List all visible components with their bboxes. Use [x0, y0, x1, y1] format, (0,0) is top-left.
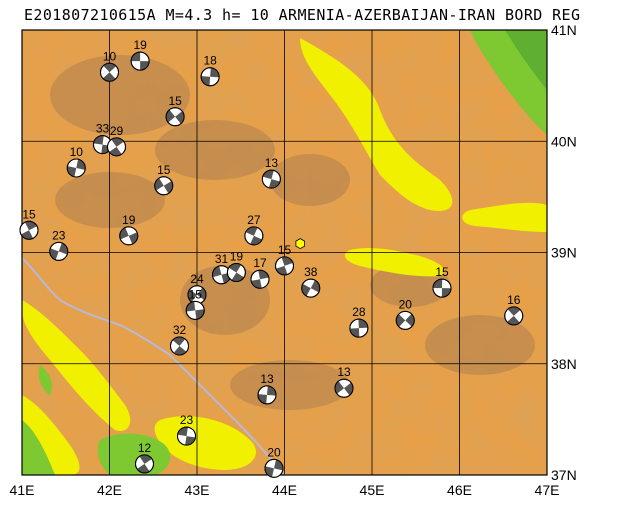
focal-mechanism-beachball[interactable]: 13 [334, 365, 354, 398]
focal-mechanism-beachball[interactable]: 15 [165, 94, 185, 127]
map-frame [21, 29, 548, 476]
event-depth-label: 31 [215, 252, 229, 266]
latitude-label: 40N [551, 133, 577, 149]
event-depth-label: 15 [157, 163, 171, 177]
focal-mechanism-beachball[interactable]: 20 [395, 297, 415, 330]
focal-mechanism-beachball[interactable]: 15 [432, 265, 452, 298]
event-depth-label: 15 [278, 243, 292, 257]
focal-mechanism-beachball[interactable]: 32 [170, 323, 189, 356]
longitude-label: 45E [360, 482, 385, 498]
event-title: E201807210615A M=4.3 h= 10 ARMENIA-AZERB… [24, 6, 581, 24]
focal-mechanism-beachball[interactable]: 24 [187, 272, 207, 305]
event-depth-label: 20 [399, 297, 413, 311]
event-depth-label: 18 [203, 54, 217, 68]
latitude-label: 38N [551, 356, 577, 372]
event-depth-label: 13 [260, 372, 274, 386]
focal-mechanism-beachball[interactable]: 16 [504, 293, 524, 326]
event-depth-label: 32 [173, 323, 187, 337]
event-depth-label: 24 [190, 272, 204, 286]
event-depth-label: 16 [507, 293, 521, 307]
latitude-label: 41N [551, 22, 577, 38]
event-depth-label: 13 [337, 365, 351, 379]
longitude-label: 44E [272, 482, 297, 498]
focal-mechanism-beachball[interactable]: 15 [185, 287, 205, 320]
event-depth-label: 19 [122, 213, 136, 227]
focal-mechanism-beachball[interactable]: 23 [49, 228, 69, 261]
event-depth-label: 29 [110, 124, 124, 138]
focal-mechanism-beachball[interactable]: 19 [226, 250, 246, 283]
event-depth-label: 23 [52, 228, 66, 242]
latitude-label: 37N [551, 467, 577, 483]
focal-mechanism-beachball[interactable]: 10 [66, 145, 86, 178]
focal-mechanism-beachball[interactable]: 28 [349, 305, 369, 338]
event-depth-label: 15 [22, 207, 36, 221]
latitude-label: 39N [551, 245, 577, 261]
lat-lon-grid [22, 30, 547, 475]
focal-mechanism-beachball[interactable]: 20 [264, 445, 284, 478]
lowland-green [22, 30, 547, 475]
longitude-label: 41E [10, 482, 35, 498]
event-depth-label: 12 [138, 441, 152, 455]
focal-mechanism-beachball[interactable]: 17 [250, 256, 270, 289]
event-depth-label: 15 [435, 265, 449, 279]
lowland-yellow [22, 38, 547, 475]
focal-mechanism-beachball[interactable]: 38 [301, 265, 321, 298]
event-depth-label: 17 [253, 256, 267, 270]
focal-mechanism-beachball[interactable]: 13 [257, 372, 277, 405]
event-depth-label: 10 [103, 49, 117, 63]
longitude-label: 46E [447, 482, 472, 498]
focal-mechanism-beachball[interactable]: 31 [212, 252, 231, 285]
main-event-epicenter [295, 238, 306, 250]
focal-mechanism-beachball[interactable]: 27 [244, 213, 264, 246]
focal-mechanism-beachball[interactable]: 23 [177, 413, 196, 446]
focal-mechanism-beachball[interactable]: 15 [19, 207, 39, 240]
focal-mechanism-beachball[interactable]: 10 [100, 49, 119, 82]
event-depth-label: 15 [189, 287, 203, 301]
focal-mechanism-beachball[interactable]: 18 [200, 54, 220, 87]
event-depth-label: 15 [168, 94, 182, 108]
event-depth-label: 33 [96, 122, 110, 136]
event-depth-label: 19 [133, 38, 147, 52]
event-depth-label: 19 [230, 250, 244, 264]
event-depth-label: 10 [70, 145, 84, 159]
focal-mechanism-beachball[interactable]: 15 [275, 243, 294, 276]
epicenter-hexagon-icon [295, 238, 306, 250]
focal-mechanism-beachball[interactable]: 15 [154, 163, 174, 196]
highland-patches [50, 55, 535, 410]
event-depth-label: 38 [304, 265, 318, 279]
longitude-labels: 41E 42E 43E 44E 45E 46E 47E [10, 482, 560, 498]
longitude-label: 43E [185, 482, 210, 498]
longitude-label: 47E [535, 482, 560, 498]
focal-mechanism-beachball[interactable]: 13 [261, 156, 281, 189]
river-line [22, 257, 287, 475]
latitude-labels: 41N 40N 39N 38N 37N [551, 22, 577, 483]
event-depth-label: 13 [265, 156, 279, 170]
event-depth-label: 20 [267, 445, 281, 459]
focal-mechanism-beachball[interactable]: 19 [130, 38, 150, 71]
focal-mechanism-beachball[interactable]: 12 [135, 441, 154, 474]
event-depth-label: 23 [180, 413, 194, 427]
event-depth-label: 28 [352, 305, 366, 319]
focal-mechanism-beachball[interactable]: 19 [119, 213, 139, 246]
event-depth-label: 27 [247, 213, 261, 227]
focal-mechanism-beachball[interactable]: 29 [107, 124, 126, 157]
longitude-label: 42E [97, 482, 122, 498]
